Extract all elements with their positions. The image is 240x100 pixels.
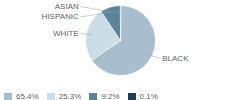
svg-text:ASIAN: ASIAN	[55, 2, 79, 11]
svg-text:BLACK: BLACK	[162, 54, 189, 63]
html-text:65.4%: 65.4%	[16, 92, 39, 100]
html-text:0.1%: 0.1%	[139, 92, 158, 100]
svg-text:HISPANIC: HISPANIC	[42, 12, 79, 21]
html-text:9.2%: 9.2%	[101, 92, 120, 100]
svg-text:WHITE: WHITE	[53, 29, 79, 38]
html-text:25.3%: 25.3%	[58, 92, 82, 100]
